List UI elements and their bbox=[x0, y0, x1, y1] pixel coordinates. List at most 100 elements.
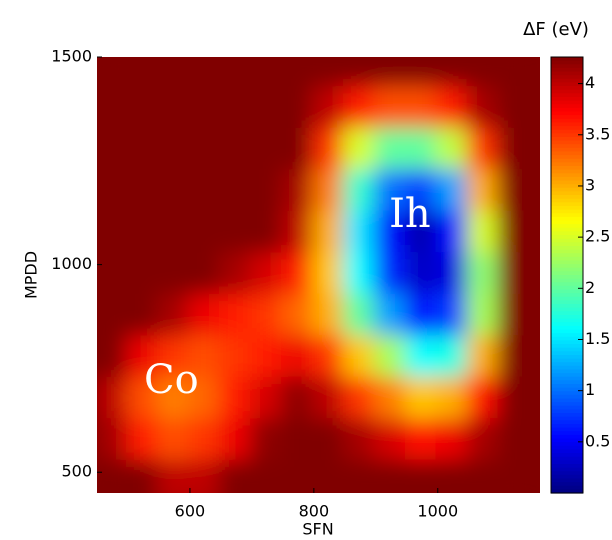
colorbar-strip bbox=[551, 278, 583, 283]
heatmap-cell bbox=[218, 86, 254, 132]
plot-area bbox=[97, 57, 540, 493]
heatmap-cell bbox=[156, 293, 192, 340]
heatmap-cell bbox=[280, 210, 316, 257]
colorbar-strip bbox=[551, 111, 583, 116]
heatmap-cell bbox=[497, 459, 533, 493]
heatmap-cell bbox=[497, 252, 533, 298]
heatmap-cell bbox=[404, 210, 440, 257]
heatmap-cell bbox=[466, 127, 502, 174]
colorbar-strip bbox=[551, 162, 583, 167]
colorbar-strip bbox=[551, 314, 583, 320]
heatmap-cell bbox=[249, 293, 285, 340]
heatmap-cell bbox=[125, 86, 161, 132]
colorbar-strip bbox=[551, 158, 583, 163]
heatmap-cell bbox=[218, 252, 254, 298]
heatmap-cell bbox=[156, 57, 192, 91]
heatmap-cell bbox=[466, 335, 502, 381]
colorbar-strip bbox=[551, 133, 583, 138]
heatmap-cell bbox=[466, 57, 502, 91]
heatmap-cell bbox=[125, 210, 161, 257]
colorbar-strip bbox=[551, 384, 583, 389]
heatmap-cell bbox=[97, 86, 130, 132]
colorbar-strip bbox=[551, 434, 583, 440]
heatmap-cell bbox=[280, 293, 316, 340]
colorbar-strip bbox=[551, 409, 583, 414]
heatmap-cell bbox=[404, 86, 440, 132]
heatmap-cell bbox=[466, 169, 502, 215]
heatmap-cell bbox=[156, 418, 192, 464]
colorbar-strip bbox=[551, 169, 583, 174]
colorbar-strip bbox=[551, 220, 583, 225]
heatmap-cell bbox=[435, 335, 471, 381]
colorbar-strip bbox=[551, 89, 583, 94]
colorbar-strip bbox=[551, 180, 583, 185]
colorbar-strip bbox=[551, 64, 583, 69]
colorbar-strip bbox=[551, 307, 583, 312]
heatmap-cell bbox=[187, 86, 223, 132]
colorbar-strip bbox=[551, 136, 583, 142]
colorbar-strip bbox=[551, 463, 583, 469]
colorbar-strip bbox=[551, 202, 583, 207]
x-tick-label: 800 bbox=[299, 502, 330, 521]
heatmap-cell bbox=[373, 86, 409, 132]
colorbar-strip bbox=[551, 227, 583, 232]
heatmap-cell bbox=[125, 335, 161, 381]
colorbar-tick-label: 3.5 bbox=[585, 124, 610, 143]
heatmap-cell bbox=[218, 376, 254, 423]
colorbar-strip bbox=[551, 267, 583, 272]
colorbar-strip bbox=[551, 460, 583, 465]
colorbar-strip bbox=[551, 209, 583, 214]
colorbar-strip bbox=[551, 391, 583, 396]
heatmap-cell bbox=[342, 335, 378, 381]
colorbar-strip bbox=[551, 398, 583, 403]
heatmap-cell bbox=[187, 169, 223, 215]
colorbar-strip bbox=[551, 176, 583, 182]
colorbar-tick-label: 2 bbox=[585, 278, 595, 297]
colorbar-strip bbox=[551, 147, 583, 153]
heatmap-cell bbox=[97, 210, 130, 257]
y-axis-label: MPDD bbox=[22, 251, 41, 299]
colorbar-strip bbox=[551, 394, 583, 400]
annotation: Ih bbox=[389, 191, 431, 237]
colorbar-strip bbox=[551, 198, 583, 203]
colorbar-strip bbox=[551, 351, 583, 356]
colorbar-strip bbox=[551, 104, 583, 109]
colorbar-strip bbox=[551, 166, 583, 171]
colorbar-strip bbox=[551, 445, 583, 450]
heatmap-cell bbox=[218, 57, 254, 91]
heatmap-cell bbox=[156, 127, 192, 174]
heatmap-cell bbox=[97, 293, 130, 340]
colorbar-strip bbox=[551, 275, 583, 280]
colorbar-strip bbox=[551, 216, 583, 222]
heatmap-cell bbox=[156, 459, 192, 493]
colorbar-strip bbox=[551, 416, 583, 421]
heatmap-cell bbox=[311, 57, 347, 91]
colorbar-strip bbox=[551, 489, 583, 494]
heatmap-cell bbox=[373, 459, 409, 493]
heatmap-cell bbox=[156, 376, 192, 423]
heatmap-cell bbox=[97, 418, 130, 464]
colorbar-strip bbox=[551, 325, 583, 331]
heatmap-cell bbox=[435, 57, 471, 91]
colorbar-strip bbox=[551, 122, 583, 127]
heatmap-cell bbox=[497, 210, 533, 257]
colorbar-strip bbox=[551, 293, 583, 298]
heatmap-cell bbox=[187, 418, 223, 464]
colorbar-strip bbox=[551, 224, 583, 229]
heatmap-cell bbox=[125, 57, 161, 91]
heatmap-cell bbox=[435, 86, 471, 132]
colorbar-strip bbox=[551, 336, 583, 341]
colorbar-strip bbox=[551, 329, 583, 334]
heatmap-cell bbox=[280, 459, 316, 493]
heatmap-cell bbox=[187, 335, 223, 381]
heatmap-cell bbox=[280, 376, 316, 423]
heatmap-cell bbox=[156, 169, 192, 215]
heatmap-cell bbox=[156, 335, 192, 381]
colorbar-strip bbox=[551, 282, 583, 287]
heatmap-cell bbox=[466, 459, 502, 493]
colorbar-strip bbox=[551, 431, 583, 436]
heatmap-cell bbox=[435, 210, 471, 257]
heatmap-cell bbox=[342, 57, 378, 91]
heatmap-cell bbox=[187, 293, 223, 340]
heatmap-cell bbox=[311, 418, 347, 464]
